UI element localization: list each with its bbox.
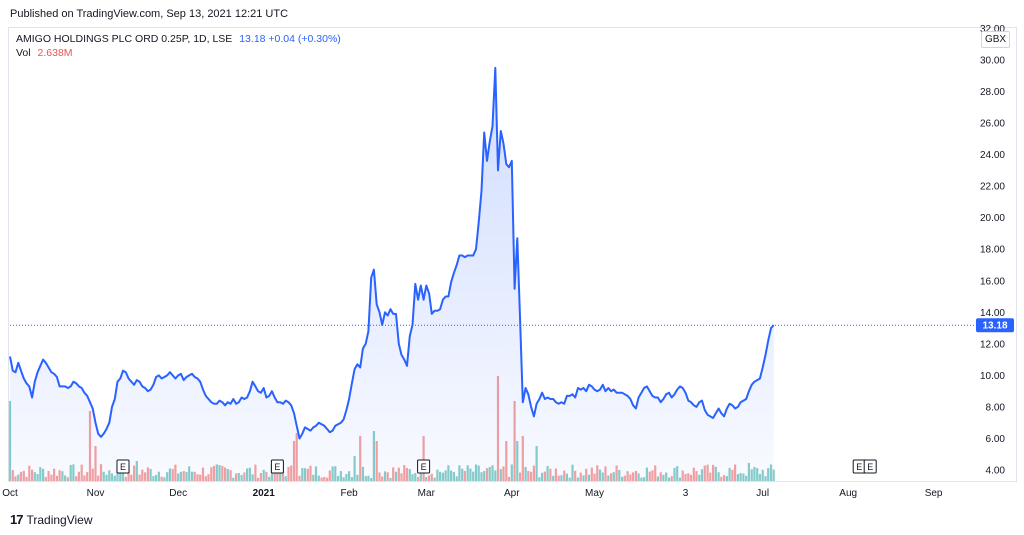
currency-button[interactable]: GBX (981, 31, 1010, 48)
last-price-label: 13.18 (982, 321, 1007, 332)
y-tick-label: 16.00 (980, 276, 1005, 287)
y-tick-label: 28.00 (980, 87, 1005, 98)
last-price-badge (976, 318, 1014, 333)
x-tick-label: 3 (683, 488, 689, 499)
x-tick-label: Mar (418, 488, 436, 499)
x-tick-label: Oct (2, 488, 18, 499)
x-tick-label: Aug (839, 488, 857, 499)
y-tick-label: 24.00 (980, 150, 1005, 161)
y-tick-label: 10.00 (980, 371, 1005, 382)
x-tick-label: Sep (925, 488, 943, 499)
y-tick-label: 26.00 (980, 119, 1005, 130)
price-readout: 13.18 +0.04 (+0.30%) (239, 33, 341, 45)
y-tick-label: 22.00 (980, 182, 1005, 193)
earnings-marker-label: E (856, 462, 862, 472)
y-tick-label: 18.00 (980, 245, 1005, 256)
symbol-label: AMIGO HOLDINGS PLC ORD 0.25P, 1D, LSE (16, 33, 233, 45)
x-tick-label: Dec (169, 488, 187, 499)
x-tick-label: Feb (340, 488, 358, 499)
earnings-marker (270, 459, 284, 474)
earnings-marker (116, 459, 130, 474)
y-tick-label: 20.00 (980, 213, 1005, 224)
brand-label: TradingView (26, 512, 93, 527)
y-tick-label: 30.00 (980, 56, 1005, 67)
y-tick-label: 8.00 (986, 402, 1006, 413)
published-caption: Published on TradingView.com, Sep 13, 20… (10, 8, 289, 20)
earnings-marker (863, 459, 877, 474)
tradingview-logo-icon: 17 (10, 512, 24, 527)
price-line (9, 66, 775, 440)
earnings-marker (417, 459, 431, 474)
price-area-fill (10, 67, 774, 482)
x-tick-label: May (585, 488, 604, 499)
tradingview-footer: 17 TradingView (10, 512, 93, 527)
y-tick-label: 6.00 (986, 434, 1006, 445)
volume-label: Vol (16, 47, 31, 59)
earnings-marker-label: E (421, 462, 427, 472)
x-tick-label: Jul (756, 488, 769, 499)
volume-value: 2.638M (37, 47, 73, 59)
x-tick-label: Apr (504, 488, 520, 499)
earnings-marker-label: E (867, 462, 873, 472)
x-tick-label: 2021 (253, 488, 276, 499)
earnings-marker-label: E (274, 462, 280, 472)
y-tick-label: 32.00 (980, 24, 1005, 35)
x-tick-label: Nov (87, 488, 105, 499)
chart-legend: AMIGO HOLDINGS PLC ORD 0.25P, 1D, LSE 13… (16, 32, 341, 60)
y-tick-label: 4.00 (986, 466, 1006, 477)
y-tick-label: 12.00 (980, 339, 1005, 350)
y-tick-label: 14.00 (980, 308, 1005, 319)
earnings-marker-label: E (120, 462, 126, 472)
chart-frame (8, 27, 1017, 482)
